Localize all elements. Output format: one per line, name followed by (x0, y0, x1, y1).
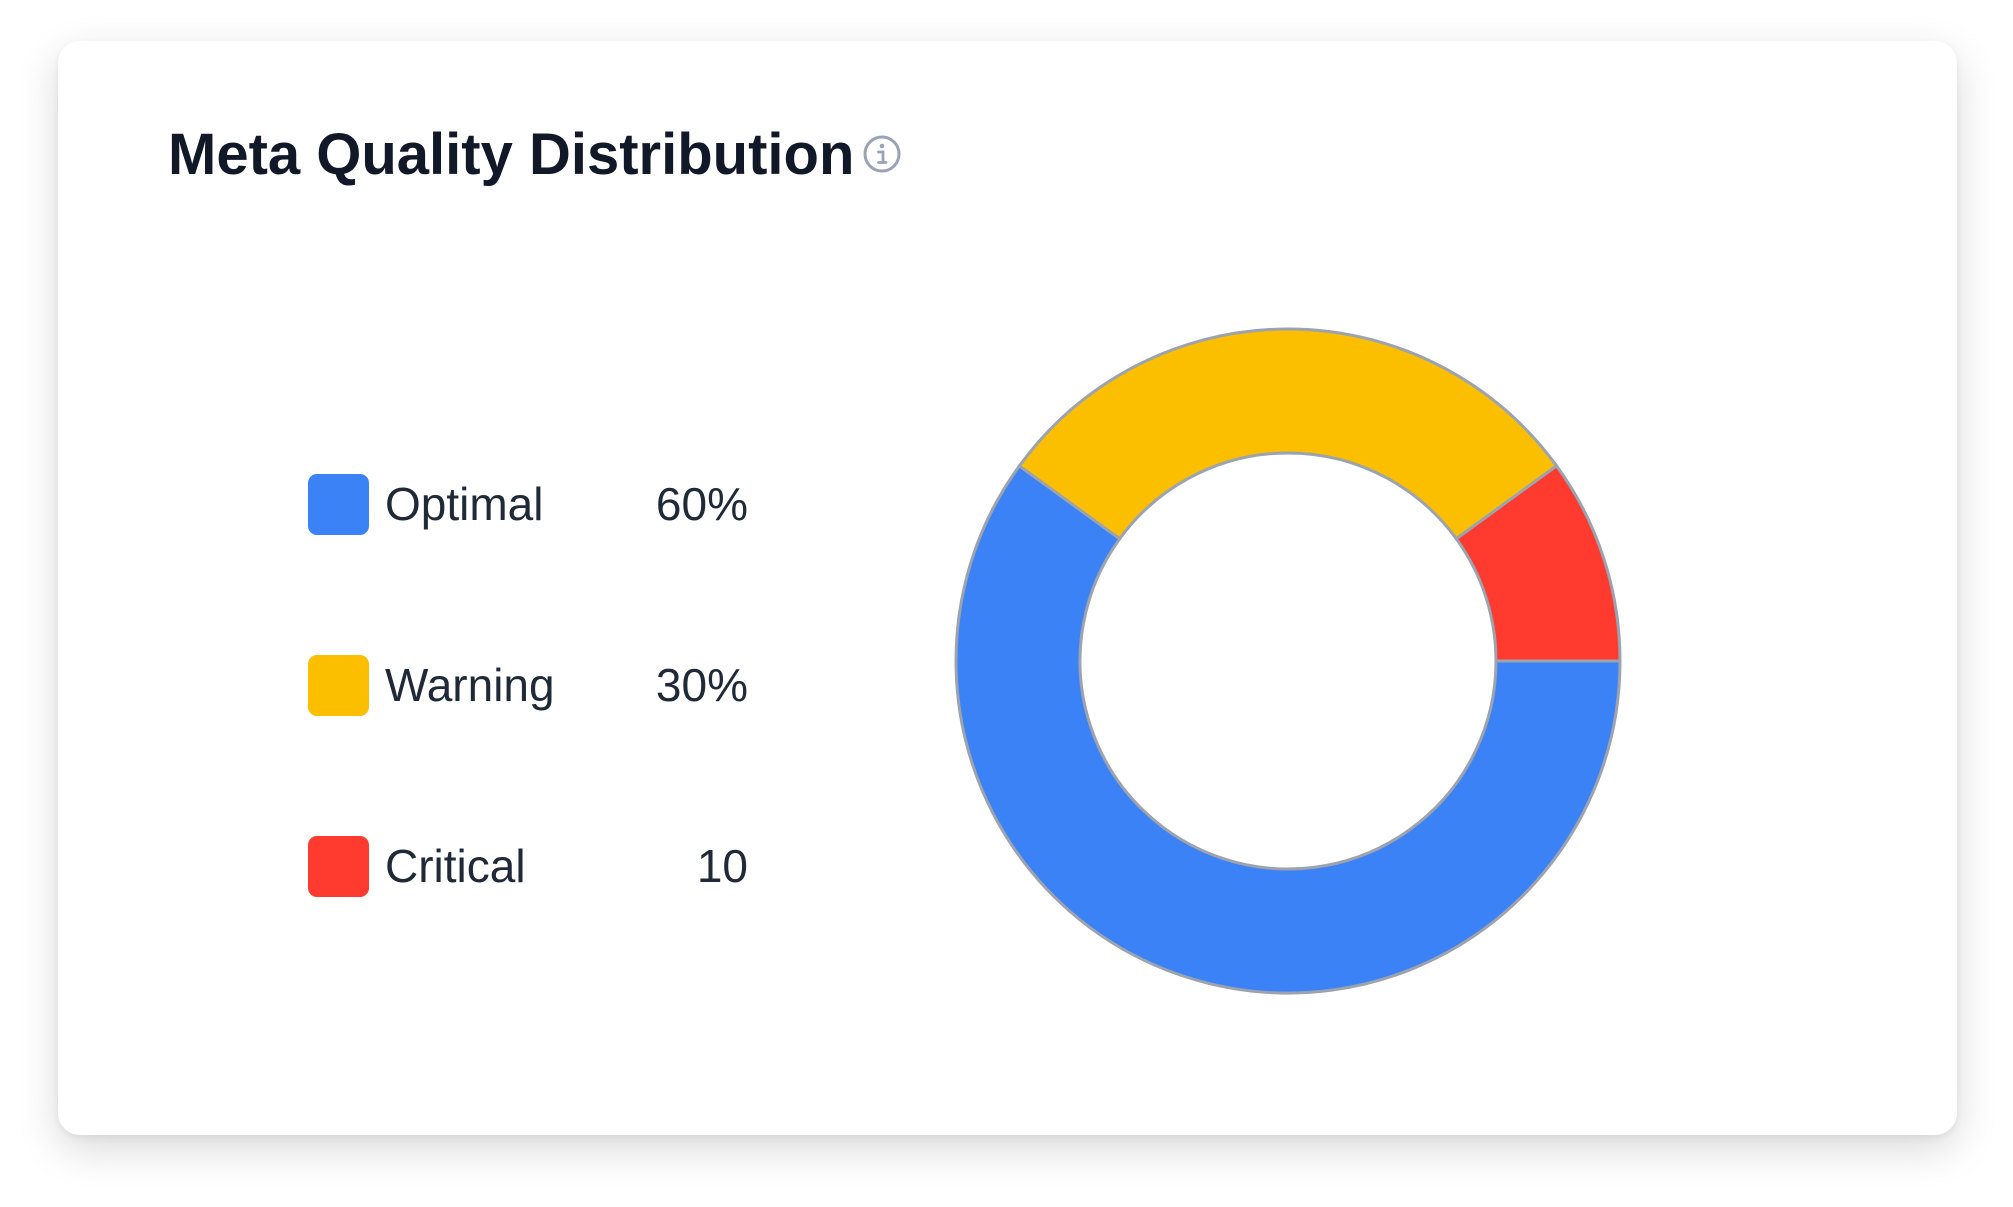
legend-value-warning: 30% (655, 659, 748, 711)
info-icon[interactable] (862, 134, 902, 174)
legend-swatch-critical (308, 835, 369, 897)
legend-item-critical[interactable]: Critical 10 (308, 835, 748, 897)
quality-card: Meta Quality Distribution Optimal 60% Wa… (58, 41, 1957, 1135)
legend-label-critical: Critical (385, 840, 526, 892)
legend-label-optimal: Optimal (385, 478, 544, 530)
legend-label-warning: Warning (385, 659, 555, 711)
card-header: Meta Quality Distribution (168, 109, 902, 199)
legend-value-critical: 10 (696, 840, 748, 892)
donut-slice-critical[interactable] (1454, 464, 1622, 663)
legend-item-optimal[interactable]: Optimal 60% (308, 473, 748, 535)
donut-slice-warning[interactable] (1017, 327, 1559, 541)
card-title: Meta Quality Distribution (168, 121, 855, 187)
donut-slice-optimal[interactable] (954, 464, 1622, 995)
legend-value-optimal: 60% (655, 478, 748, 530)
donut-chart (954, 327, 1622, 995)
legend-swatch-optimal (308, 473, 369, 535)
legend-swatch-warning (308, 654, 369, 716)
legend-item-warning[interactable]: Warning 30% (308, 654, 748, 716)
